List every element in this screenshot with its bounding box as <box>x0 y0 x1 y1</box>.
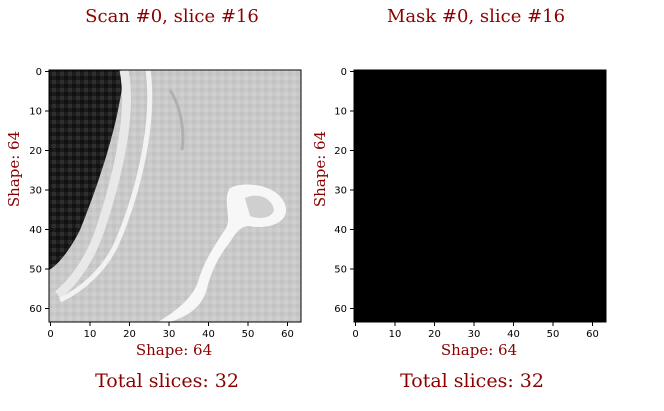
x-tick-label: 40 <box>202 329 215 340</box>
x-tick-label: 30 <box>163 329 176 340</box>
x-tick-label: 10 <box>389 329 402 340</box>
mask-x-ticks: 0 10 20 30 40 50 60 <box>352 322 599 340</box>
scan-x-ticks: 0 10 20 30 40 50 60 <box>47 322 294 340</box>
x-tick-label: 60 <box>281 329 294 340</box>
y-tick-label: 40 <box>29 225 42 236</box>
scan-panel: 0 10 20 30 40 50 60 0 10 20 30 40 50 60 <box>29 67 302 340</box>
y-tick-label: 50 <box>29 265 42 276</box>
scan-title: Scan #0, slice #16 <box>85 6 259 27</box>
y-tick-label: 60 <box>29 304 42 315</box>
x-tick-label: 40 <box>507 329 520 340</box>
x-tick-label: 0 <box>352 329 358 340</box>
scan-image <box>49 70 301 322</box>
mask-title: Mask #0, slice #16 <box>386 6 566 27</box>
scan-y-ticks: 0 10 20 30 40 50 60 <box>29 67 49 315</box>
x-tick-label: 60 <box>586 329 599 340</box>
y-tick-label: 10 <box>334 107 347 118</box>
scan-total-slices: Total slices: 32 <box>95 370 239 392</box>
y-tick-label: 0 <box>341 67 347 78</box>
y-tick-label: 0 <box>36 67 42 78</box>
x-tick-label: 50 <box>547 329 560 340</box>
y-tick-label: 50 <box>334 265 347 276</box>
x-tick-label: 50 <box>242 329 255 340</box>
y-tick-label: 20 <box>29 146 42 157</box>
x-tick-label: 20 <box>123 329 136 340</box>
x-tick-label: 10 <box>84 329 97 340</box>
mask-x-label: Shape: 64 <box>440 341 518 359</box>
mask-y-ticks: 0 10 20 30 40 50 60 <box>334 67 354 315</box>
y-tick-label: 30 <box>29 186 42 197</box>
y-tick-label: 10 <box>29 107 42 118</box>
y-tick-label: 20 <box>334 146 347 157</box>
y-tick-label: 60 <box>334 304 347 315</box>
y-tick-label: 30 <box>334 186 347 197</box>
scan-x-label: Shape: 64 <box>135 341 213 359</box>
y-tick-label: 40 <box>334 225 347 236</box>
x-tick-label: 30 <box>468 329 481 340</box>
x-tick-label: 20 <box>428 329 441 340</box>
mask-panel: 0 10 20 30 40 50 60 0 10 20 30 40 50 60 <box>334 67 607 340</box>
x-tick-label: 0 <box>47 329 53 340</box>
mask-image <box>353 69 607 323</box>
mask-total-slices: Total slices: 32 <box>400 370 544 392</box>
